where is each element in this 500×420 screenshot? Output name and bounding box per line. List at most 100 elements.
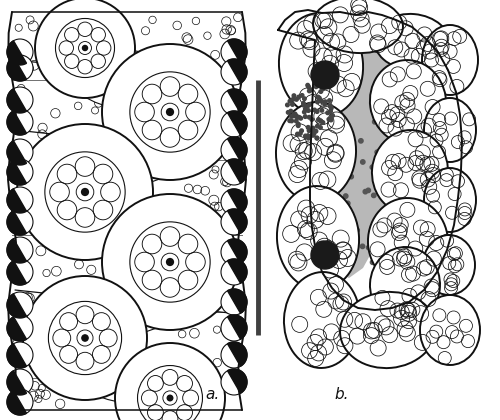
- Circle shape: [323, 102, 326, 106]
- Circle shape: [349, 174, 354, 179]
- Circle shape: [334, 127, 338, 131]
- Circle shape: [378, 123, 382, 127]
- Circle shape: [300, 94, 304, 97]
- Circle shape: [306, 104, 310, 108]
- Circle shape: [352, 90, 356, 95]
- Circle shape: [353, 31, 358, 35]
- Circle shape: [221, 315, 247, 341]
- Circle shape: [328, 99, 332, 102]
- Ellipse shape: [340, 292, 436, 368]
- Circle shape: [7, 55, 33, 81]
- Circle shape: [221, 369, 247, 395]
- Circle shape: [35, 0, 135, 98]
- Circle shape: [94, 73, 104, 81]
- Circle shape: [330, 106, 333, 110]
- Circle shape: [314, 129, 318, 133]
- Circle shape: [382, 73, 386, 77]
- Circle shape: [332, 163, 336, 167]
- Circle shape: [100, 302, 108, 312]
- Circle shape: [166, 259, 173, 265]
- Circle shape: [316, 110, 319, 113]
- Circle shape: [332, 81, 336, 86]
- Circle shape: [142, 73, 150, 81]
- Circle shape: [294, 114, 298, 118]
- Circle shape: [7, 109, 33, 135]
- Polygon shape: [228, 315, 247, 339]
- Circle shape: [336, 144, 340, 148]
- Circle shape: [294, 119, 298, 123]
- Polygon shape: [7, 211, 26, 235]
- Circle shape: [288, 100, 292, 103]
- Circle shape: [7, 39, 33, 65]
- Circle shape: [304, 134, 308, 138]
- Circle shape: [290, 115, 294, 118]
- Circle shape: [318, 119, 322, 123]
- Circle shape: [321, 121, 324, 124]
- Circle shape: [370, 260, 375, 265]
- Circle shape: [221, 111, 247, 137]
- Circle shape: [102, 44, 238, 180]
- Ellipse shape: [420, 295, 480, 365]
- Ellipse shape: [68, 201, 186, 263]
- Circle shape: [17, 124, 153, 260]
- Circle shape: [330, 114, 334, 117]
- Ellipse shape: [372, 130, 448, 214]
- Circle shape: [292, 94, 296, 97]
- Circle shape: [294, 97, 298, 101]
- Circle shape: [289, 109, 292, 113]
- Circle shape: [298, 132, 302, 135]
- Circle shape: [300, 129, 304, 133]
- Circle shape: [379, 98, 384, 103]
- Circle shape: [377, 216, 381, 221]
- Circle shape: [308, 89, 311, 93]
- Circle shape: [7, 159, 33, 185]
- Circle shape: [318, 126, 322, 129]
- Circle shape: [311, 61, 339, 89]
- Polygon shape: [228, 111, 247, 135]
- Circle shape: [310, 129, 314, 132]
- Circle shape: [382, 34, 387, 38]
- Circle shape: [308, 116, 311, 119]
- Polygon shape: [325, 22, 393, 278]
- Circle shape: [134, 302, 142, 312]
- Circle shape: [23, 276, 147, 400]
- Circle shape: [306, 136, 310, 140]
- Polygon shape: [278, 10, 462, 310]
- Circle shape: [154, 142, 162, 152]
- Circle shape: [318, 96, 321, 100]
- Circle shape: [316, 100, 319, 104]
- Circle shape: [7, 237, 33, 263]
- Circle shape: [302, 110, 306, 114]
- Polygon shape: [228, 39, 247, 63]
- Polygon shape: [228, 209, 247, 233]
- Polygon shape: [228, 342, 247, 366]
- Text: a.: a.: [205, 387, 219, 402]
- Circle shape: [221, 59, 247, 85]
- Circle shape: [221, 189, 247, 215]
- Circle shape: [328, 104, 332, 108]
- Circle shape: [350, 234, 354, 239]
- Circle shape: [373, 237, 378, 242]
- Circle shape: [378, 170, 382, 174]
- Circle shape: [370, 165, 374, 169]
- Circle shape: [221, 209, 247, 235]
- Circle shape: [344, 42, 349, 47]
- Circle shape: [354, 24, 359, 28]
- Circle shape: [308, 129, 311, 132]
- Circle shape: [82, 335, 88, 341]
- Circle shape: [7, 389, 33, 415]
- Circle shape: [366, 188, 370, 192]
- Circle shape: [319, 90, 322, 93]
- Polygon shape: [228, 159, 247, 183]
- Circle shape: [306, 109, 310, 113]
- Circle shape: [7, 369, 33, 395]
- Circle shape: [304, 107, 307, 111]
- Circle shape: [330, 63, 334, 67]
- Polygon shape: [7, 391, 26, 415]
- Polygon shape: [228, 259, 247, 283]
- Circle shape: [331, 82, 336, 87]
- Circle shape: [7, 342, 33, 368]
- Circle shape: [344, 32, 349, 37]
- Circle shape: [328, 257, 333, 262]
- Circle shape: [306, 84, 310, 87]
